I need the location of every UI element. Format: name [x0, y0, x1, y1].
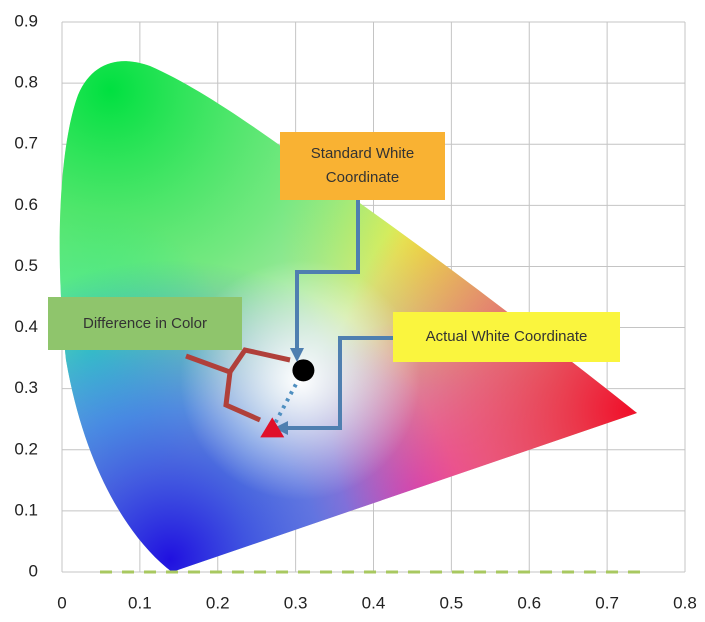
- y-tick-label: 0.3: [14, 378, 38, 397]
- x-tick-label: 0.3: [284, 593, 308, 612]
- y-tick-label: 0.4: [14, 317, 38, 336]
- x-tick-label: 0.7: [595, 593, 619, 612]
- x-tick-label: 0.4: [362, 593, 386, 612]
- marks: [260, 359, 315, 438]
- arrow-head: [290, 348, 304, 362]
- x-tick-label: 0.5: [440, 593, 464, 612]
- y-tick-label: 0.7: [14, 134, 38, 153]
- y-tick-label: 0.6: [14, 195, 38, 214]
- y-tick-label: 0.1: [14, 500, 38, 519]
- x-tick-label: 0.2: [206, 593, 230, 612]
- x-tick-label: 0: [57, 593, 66, 612]
- y-tick-label: 0: [29, 561, 38, 580]
- arrow-head: [274, 421, 288, 435]
- arrows: [285, 200, 393, 430]
- point: [292, 359, 315, 382]
- x-tick-label: 0.8: [673, 593, 697, 612]
- y-tick-label: 0.5: [14, 256, 38, 275]
- bracket: [227, 347, 291, 374]
- y-tick-label: 0.8: [14, 73, 38, 92]
- annotation-box: Actual White Coordinate: [393, 312, 620, 362]
- annotation-box: Standard White Coordinate: [280, 132, 445, 200]
- y-tick-label: 0.9: [14, 11, 38, 30]
- x-tick-label: 0.1: [128, 593, 152, 612]
- y-tick-label: 0.2: [14, 439, 38, 458]
- annotation-box: Difference in Color: [48, 297, 242, 350]
- x-tick-label: 0.6: [517, 593, 541, 612]
- point: [260, 417, 285, 438]
- bracket: [185, 353, 262, 423]
